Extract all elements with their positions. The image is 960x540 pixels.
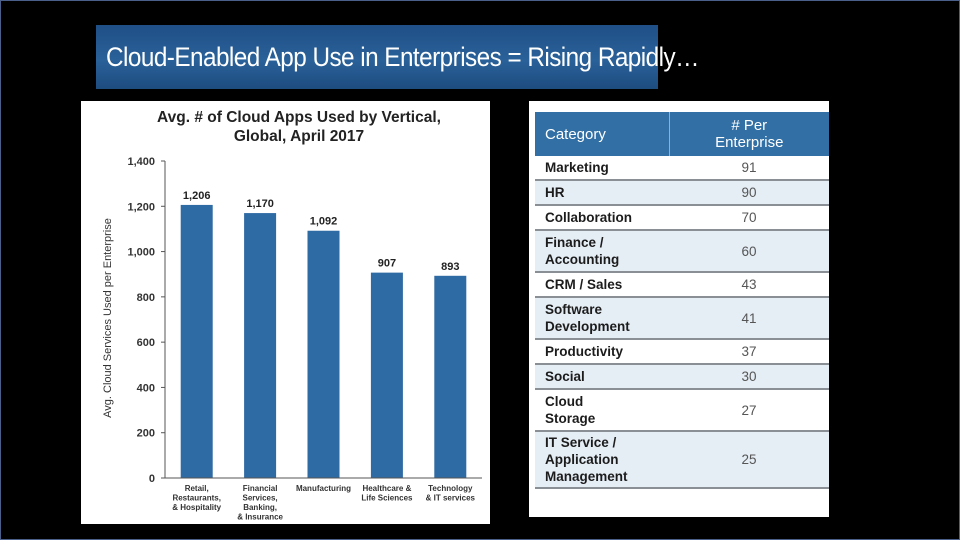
chart-title-line1: Avg. # of Cloud Apps Used by Vertical, bbox=[157, 109, 441, 126]
header-category: Category bbox=[535, 112, 669, 156]
y-tick-label: 200 bbox=[137, 428, 155, 440]
category-table: Category # Per Enterprise Marketing 91 HR 9… bbox=[535, 112, 829, 489]
cell-category-line: Software bbox=[545, 302, 603, 317]
table-row: Productivity 37 bbox=[535, 339, 829, 365]
y-axis-label: Avg. Cloud Services Used per Enterprise bbox=[102, 218, 114, 418]
title-banner: Cloud-Enabled App Use in Enterprises = R… bbox=[96, 25, 699, 89]
cell-category: Marketing bbox=[535, 156, 669, 181]
cell-category-line: Accounting bbox=[545, 252, 620, 267]
cell-category: Collaboration bbox=[535, 205, 669, 231]
cell-category: Productivity bbox=[535, 339, 669, 365]
x-category-label: Manufacturing bbox=[296, 484, 351, 493]
cell-count: 25 bbox=[669, 431, 829, 489]
header-count-line2: Enterprise bbox=[715, 134, 784, 151]
cell-category: Finance / Accounting bbox=[535, 230, 669, 273]
chart-title-line2: Global, April 2017 bbox=[234, 128, 364, 145]
cell-count: 37 bbox=[669, 339, 829, 365]
table-row: HR 90 bbox=[535, 180, 829, 206]
x-category-label: Life Sciences bbox=[361, 494, 413, 503]
table-row: IT Service / Application Management 25 bbox=[535, 431, 829, 489]
cell-category-line: Finance / bbox=[545, 235, 604, 250]
cell-count: 91 bbox=[669, 156, 829, 181]
cell-count: 90 bbox=[669, 180, 829, 206]
table-row: Finance / Accounting 60 bbox=[535, 230, 829, 273]
y-tick-label: 400 bbox=[137, 382, 155, 394]
cell-category-line: IT Service / bbox=[545, 435, 617, 450]
table-row: Collaboration 70 bbox=[535, 205, 829, 231]
cell-category-line: Social bbox=[545, 369, 585, 384]
x-category-label: Services, bbox=[243, 494, 278, 503]
cell-category-line: Marketing bbox=[545, 160, 609, 175]
bar-chart-panel: Avg. # of Cloud Apps Used by Vertical, G… bbox=[81, 101, 490, 524]
cell-category-line: Collaboration bbox=[545, 210, 632, 225]
cell-category: CRM / Sales bbox=[535, 272, 669, 298]
x-category-label: Healthcare & bbox=[362, 484, 411, 493]
x-category-label: Restaurants, bbox=[172, 494, 220, 503]
y-tick-label: 1,200 bbox=[127, 201, 155, 213]
cell-count: 41 bbox=[669, 297, 829, 340]
table-row: Social 30 bbox=[535, 364, 829, 390]
slide-title: Cloud-Enabled App Use in Enterprises = R… bbox=[106, 41, 699, 72]
bar bbox=[244, 213, 277, 478]
cell-count: 27 bbox=[669, 389, 829, 432]
cell-category-line: Application bbox=[545, 452, 619, 467]
x-category-label: Retail, bbox=[185, 484, 209, 493]
cell-category-line: Management bbox=[545, 469, 628, 484]
bar-value-label: 1,092 bbox=[310, 216, 338, 228]
x-category-label: & Insurance bbox=[237, 513, 283, 522]
table-row: Marketing 91 bbox=[535, 156, 829, 181]
bar bbox=[180, 204, 213, 479]
y-tick-label: 1,400 bbox=[127, 156, 155, 168]
cell-category-line: HR bbox=[545, 185, 565, 200]
cell-category: Social bbox=[535, 364, 669, 390]
cell-count: 60 bbox=[669, 230, 829, 273]
cell-category: Cloud Storage bbox=[535, 389, 669, 432]
bar-value-label: 893 bbox=[441, 261, 459, 273]
x-category-label: Financial bbox=[243, 484, 278, 493]
y-tick-label: 800 bbox=[137, 292, 155, 304]
cell-count: 70 bbox=[669, 205, 829, 231]
bar-value-label: 1,206 bbox=[183, 190, 211, 202]
cell-category-line: CRM / Sales bbox=[545, 277, 623, 292]
bar-value-label: 907 bbox=[378, 258, 396, 270]
x-category-label: Technology bbox=[428, 484, 473, 493]
y-tick-label: 600 bbox=[137, 337, 155, 349]
table-row: CRM / Sales 43 bbox=[535, 272, 829, 298]
bar bbox=[434, 275, 467, 478]
cell-category: IT Service / Application Management bbox=[535, 431, 669, 489]
cell-category-line: Storage bbox=[545, 411, 596, 426]
cell-category-line: Cloud bbox=[545, 394, 584, 409]
table-row: Software Development 41 bbox=[535, 297, 829, 340]
cell-category-line: Development bbox=[545, 319, 630, 334]
table-row: Cloud Storage 27 bbox=[535, 389, 829, 432]
y-tick-label: 0 bbox=[149, 473, 155, 485]
x-category-label: & Hospitality bbox=[172, 503, 221, 512]
header-count: # Per Enterprise bbox=[668, 112, 829, 156]
x-category-label: & IT services bbox=[426, 494, 476, 503]
cell-count: 43 bbox=[669, 272, 829, 298]
cell-count: 30 bbox=[669, 364, 829, 390]
table-header-row: Category # Per Enterprise bbox=[535, 112, 829, 156]
y-tick-label: 1,000 bbox=[127, 247, 155, 259]
cell-category-line: Productivity bbox=[545, 344, 624, 359]
bar-value-label: 1,170 bbox=[246, 198, 274, 210]
bar-chart: Avg. # of Cloud Apps Used by Vertical, G… bbox=[102, 109, 482, 522]
bar bbox=[307, 230, 340, 478]
x-category-label: Banking, bbox=[243, 503, 277, 512]
cell-category: Software Development bbox=[535, 297, 669, 340]
header-count-line1: # Per bbox=[731, 117, 768, 134]
bar bbox=[370, 272, 403, 478]
category-table-panel: Category # Per Enterprise Marketing 91 HR 9… bbox=[529, 101, 829, 517]
cell-category: HR bbox=[535, 180, 669, 206]
